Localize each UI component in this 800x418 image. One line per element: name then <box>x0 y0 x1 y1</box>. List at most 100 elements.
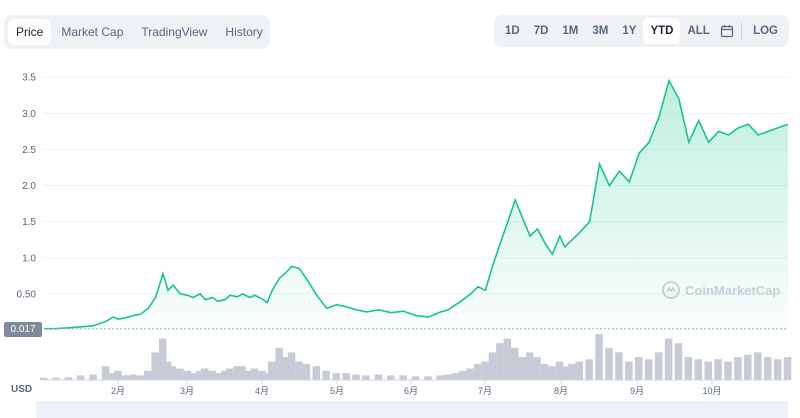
volume-bar <box>466 368 474 380</box>
range-ytd[interactable]: YTD <box>643 18 681 44</box>
range-navigator[interactable] <box>36 402 788 418</box>
volume-bar <box>488 352 497 380</box>
watermark-text: CoinMarketCap <box>685 282 781 298</box>
volume-bar <box>533 357 541 380</box>
volume-bar <box>208 370 216 380</box>
volume-bar <box>585 359 593 380</box>
range-7d[interactable]: 7D <box>533 25 549 37</box>
volume-bar <box>511 347 519 380</box>
volume-bar <box>540 363 549 380</box>
volume-bar <box>518 357 526 380</box>
volume-bar <box>734 357 742 380</box>
volume-bar <box>704 361 712 380</box>
x-tick-label: 6月 <box>404 386 418 396</box>
volume-bar <box>444 374 452 380</box>
volume-bar <box>151 352 159 380</box>
volume-bar <box>280 357 288 380</box>
volume-bar <box>163 361 172 380</box>
volume-bar <box>352 374 360 380</box>
price-line <box>43 78 789 330</box>
calendar-icon[interactable] <box>717 18 737 44</box>
tab-market-cap[interactable]: Market Cap <box>61 25 124 39</box>
volume-bar <box>411 376 420 380</box>
volume-bar <box>615 352 623 380</box>
volume-bar <box>694 359 702 380</box>
volume-bar <box>773 359 782 380</box>
volume-bar <box>89 374 97 380</box>
volume-bar <box>275 347 283 380</box>
volume-bar <box>374 374 383 380</box>
y-tick-label: 1.0 <box>22 253 36 264</box>
volume-bar <box>158 338 167 380</box>
volume-bar <box>644 359 653 380</box>
range-1y[interactable]: 1Y <box>622 25 637 37</box>
volume-bar <box>387 375 395 380</box>
x-tick-label: 10月 <box>702 386 721 396</box>
volume-bar <box>605 347 613 380</box>
volume-bar <box>595 334 603 380</box>
x-tick-label: 8月 <box>554 386 568 396</box>
volume-bar <box>635 357 643 380</box>
volume-bar <box>144 370 152 380</box>
y-tick-label: 3.0 <box>22 109 36 120</box>
volume-bar <box>233 366 241 380</box>
volume-bar <box>714 359 722 380</box>
volume-bar <box>399 375 407 380</box>
y-tick-label: 1.5 <box>22 217 36 228</box>
time-range-selector: 1D 7D 1M 3M 1Y YTD ALL LOG <box>494 15 789 47</box>
volume-bar <box>287 352 296 380</box>
range-1d[interactable]: 1D <box>505 25 520 37</box>
y-tick-label: 2.0 <box>22 181 36 192</box>
volume-bar <box>473 363 482 380</box>
volume-bar <box>220 370 229 380</box>
volume-bar <box>724 361 732 380</box>
volume-bar <box>168 366 177 380</box>
volume-bar <box>575 361 583 380</box>
volume-bar <box>332 373 340 380</box>
tab-tradingview[interactable]: TradingView <box>141 25 208 39</box>
volume-bar <box>238 366 246 380</box>
tab-history[interactable]: History <box>225 25 263 39</box>
volume-bar <box>302 363 311 380</box>
volume-bar <box>424 376 432 380</box>
volume-bar <box>225 368 234 380</box>
x-axis: 2月 3月 4月 5月 6月 7月 8月 9月 10月 <box>44 379 788 396</box>
currency-label: USD <box>11 384 33 395</box>
range-1m[interactable]: 1M <box>562 25 579 37</box>
log-scale-toggle[interactable]: LOG <box>753 25 778 37</box>
volume-bar <box>436 375 445 380</box>
x-tick-label: 5月 <box>330 386 344 396</box>
range-3m[interactable]: 3M <box>592 25 609 37</box>
volume-bar <box>136 375 144 380</box>
range-all[interactable]: ALL <box>687 25 710 37</box>
volume-bar <box>312 366 321 380</box>
volume-bar <box>654 352 663 380</box>
volume-bar <box>496 343 504 380</box>
volume-bar <box>674 343 683 380</box>
volume-bar <box>555 361 564 380</box>
volume-bar <box>458 370 467 380</box>
volume-bar <box>114 370 122 380</box>
volume-bar <box>548 366 556 380</box>
current-price-label: 0.017 <box>4 322 42 337</box>
volume-bar <box>754 352 762 380</box>
volume-bar <box>451 373 459 380</box>
y-axis: 0.50 1.0 1.5 2.0 2.5 3.0 3.5 <box>17 73 37 301</box>
volume-bar <box>201 368 209 380</box>
watermark: CoinMarketCap <box>661 280 780 300</box>
volume-bar <box>625 361 633 380</box>
y-tick-label: 2.5 <box>22 145 36 156</box>
volume-bar <box>176 368 184 380</box>
volume-bar <box>764 357 772 380</box>
volume-bar <box>250 368 259 380</box>
volume-bar <box>263 373 271 380</box>
volume-bar <box>744 354 752 380</box>
range-divider <box>741 22 743 40</box>
volume-bar <box>525 352 534 380</box>
chart-type-tabs: Price Market Cap TradingView History <box>4 15 270 49</box>
volume-bar <box>39 377 48 380</box>
price-area <box>44 80 788 330</box>
volume-bar <box>503 338 512 380</box>
tab-price[interactable]: Price <box>8 19 52 45</box>
